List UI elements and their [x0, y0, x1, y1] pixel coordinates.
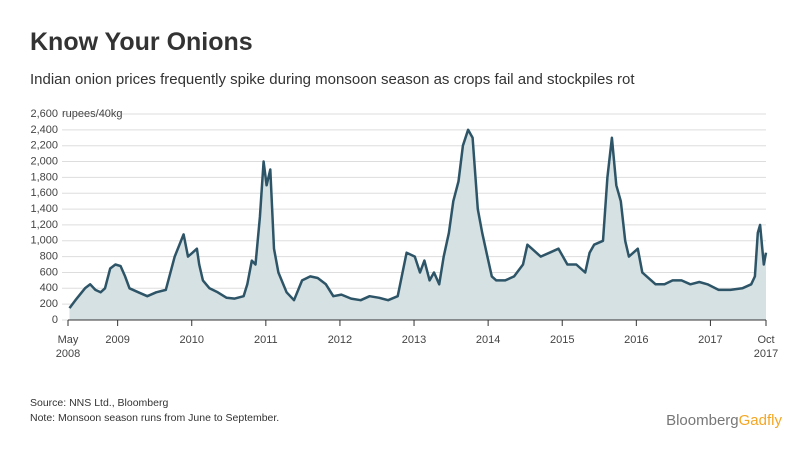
y-tick-label: 1,000 [30, 235, 58, 247]
logo-product: Gadfly [739, 412, 783, 429]
line [68, 128, 768, 309]
y-tick-label: 1,200 [30, 219, 58, 231]
y-tick-label: 800 [40, 251, 58, 263]
x-tick-label-line: May [58, 334, 79, 346]
note: Note: Monsoon season runs from June to S… [30, 412, 279, 424]
x-tick-label: Oct 2017 [754, 334, 778, 360]
y-tick-label: 1,400 [30, 203, 58, 215]
logo-brand: Bloomberg [666, 412, 739, 429]
chart-title: Know Your Onions [30, 28, 253, 56]
y-unit: rupees/40kg [62, 108, 123, 120]
x-tick-label: 2012 [328, 334, 352, 346]
x-tick-label: 2010 [180, 334, 204, 346]
y-tick-label: 1,600 [30, 187, 58, 199]
y-tick-label: 200 [40, 298, 58, 310]
x-tick-label: 2014 [476, 334, 500, 346]
chart-subtitle: Indian onion prices frequently spike dur… [30, 71, 635, 88]
x-tick-label: 2016 [624, 334, 648, 346]
x-tick-label-line: Oct [757, 334, 774, 346]
y-tick-label: 600 [40, 266, 58, 278]
x-tick-label: 2015 [550, 334, 574, 346]
x-tick-label: May 2008 [56, 334, 80, 360]
y-tick-label: 1,800 [30, 171, 58, 183]
x-tick-label: 2013 [402, 334, 426, 346]
y-tick-label: 400 [40, 282, 58, 294]
x-tick-label-line: 2017 [754, 348, 778, 360]
x-tick-label: 2017 [698, 334, 722, 346]
y-tick-label: 2,200 [30, 140, 58, 152]
y-tick-label: 2,600 [30, 108, 58, 120]
y-tick-label: 2,000 [30, 155, 58, 167]
logo: BloombergGadfly [666, 412, 782, 429]
y-tick-label: 2,400 [30, 124, 58, 136]
y-tick-label: 0 [52, 314, 58, 326]
source-note: Source: NNS Ltd., Bloomberg [30, 397, 168, 409]
x-tick-label: 2011 [254, 334, 278, 346]
area [69, 129, 767, 320]
x-tick-label: 2009 [105, 334, 129, 346]
x-tick-label-line: 2008 [56, 348, 80, 360]
